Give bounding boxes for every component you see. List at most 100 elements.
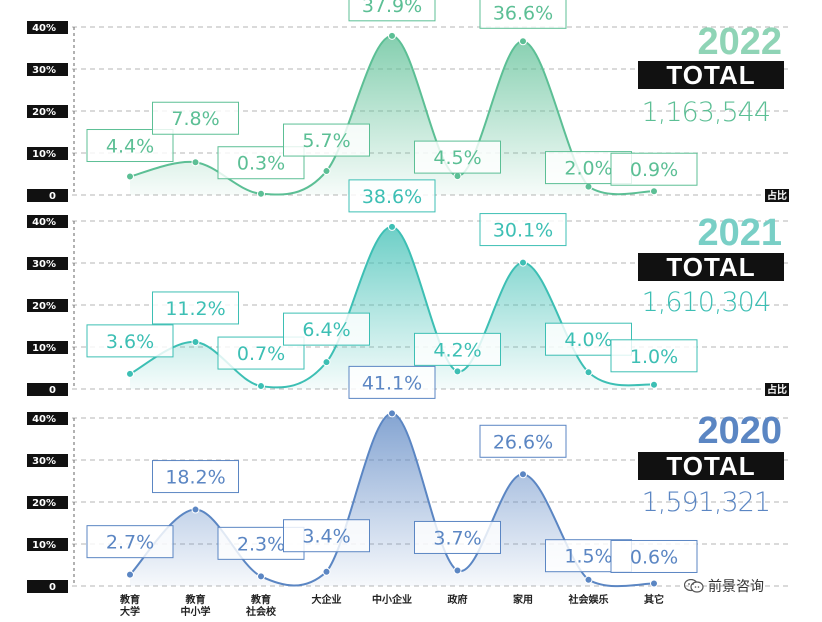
data-point-2022-2 <box>257 189 265 198</box>
y-tick-label: 10% <box>32 149 56 160</box>
data-point-2022-3 <box>322 167 331 176</box>
data-label-2021-6: 30.1% <box>493 220 553 242</box>
axis-tag: 占比 <box>767 189 787 202</box>
data-point-2020-6 <box>519 470 527 479</box>
watermark: 前景咨询 <box>683 576 764 596</box>
year-label-2020: 2020 <box>697 410 782 452</box>
y-tick-label: 0 <box>49 191 56 202</box>
total-label-2020: TOTAL <box>638 452 784 480</box>
total-value-2022: 1,163,544 <box>641 97 771 128</box>
data-label-2022-8: 0.9% <box>630 159 678 181</box>
watermark-text: 前景咨询 <box>708 579 764 595</box>
y-tick-label: 30% <box>32 259 56 270</box>
data-label-2022-3: 5.7% <box>302 130 350 152</box>
data-point-2020-4 <box>388 409 396 418</box>
data-label-2022-4: 37.9% <box>362 0 422 17</box>
tick-label-bg <box>27 189 68 202</box>
data-label-box <box>283 123 370 157</box>
category-label-7: 社会娱乐 <box>568 593 609 606</box>
category-label-4: 中小企业 <box>372 593 412 606</box>
axis-tag-bg <box>765 383 789 396</box>
data-point-2022-6 <box>519 37 527 46</box>
data-label-2021-2: 0.7% <box>237 343 285 365</box>
tick-label-bg <box>27 538 68 551</box>
data-label-box <box>348 179 436 213</box>
data-point-2021-4 <box>388 222 396 231</box>
category-label-6: 家用 <box>513 593 533 606</box>
data-point-2021-7 <box>584 368 593 377</box>
total-value-2021: 1,610,304 <box>641 287 771 318</box>
tick-label-bg <box>27 63 68 76</box>
tick-label-bg <box>27 299 68 312</box>
data-point-2020-0 <box>126 570 134 579</box>
y-tick-label: 40% <box>32 23 56 34</box>
data-label-2020-1: 18.2% <box>165 467 225 489</box>
data-point-2020-8 <box>650 579 658 588</box>
data-label-box <box>86 525 174 559</box>
data-point-2020-2 <box>257 572 265 581</box>
area-fill-2021 <box>130 226 654 389</box>
tick-label-bg <box>27 383 68 396</box>
data-label-box <box>479 424 567 458</box>
data-label-box <box>414 332 501 366</box>
y-tick-label: 20% <box>32 498 56 509</box>
y-tick-label: 40% <box>32 414 56 425</box>
data-label-2021-7: 4.0% <box>564 329 612 351</box>
data-label-box <box>610 152 698 186</box>
data-label-2022-7: 2.0% <box>564 158 612 180</box>
tick-label-bg <box>27 215 68 228</box>
data-label-box <box>152 291 239 325</box>
data-point-2021-2 <box>257 382 265 391</box>
year-label-2022: 2022 <box>697 21 782 63</box>
category-label-1: 中小学 <box>181 605 211 618</box>
data-label-box <box>283 519 370 553</box>
data-label-box <box>610 339 698 373</box>
data-point-2022-5 <box>453 172 462 181</box>
data-label-2021-3: 6.4% <box>302 319 350 341</box>
data-label-box <box>479 213 567 247</box>
data-label-box <box>283 312 370 346</box>
y-tick-label: 20% <box>32 107 56 118</box>
axis-tag-bg <box>765 189 789 202</box>
data-point-2022-7 <box>584 182 593 191</box>
data-point-2022-1 <box>191 158 200 167</box>
data-point-2021-3 <box>322 358 331 367</box>
data-label-box <box>348 365 436 399</box>
category-label-2: 教育 <box>250 593 271 606</box>
data-label-2021-8: 1.0% <box>630 346 678 368</box>
data-label-box <box>152 460 239 494</box>
tick-label-bg <box>27 105 68 118</box>
area-fill-2020 <box>130 413 654 587</box>
data-point-2022-8 <box>650 187 658 196</box>
series-line-2022 <box>129 34 655 196</box>
total-label-2022: TOTAL <box>638 61 784 89</box>
data-point-2021-8 <box>650 380 658 389</box>
data-label-2021-4: 38.6% <box>362 186 422 208</box>
data-label-2020-7: 1.5% <box>564 546 612 568</box>
data-point-2020-7 <box>584 575 593 584</box>
tick-label-bg <box>27 147 68 160</box>
data-label-box <box>610 539 698 573</box>
total-value-2020: 1,591,321 <box>641 487 771 518</box>
data-point-2021-1 <box>191 337 200 346</box>
category-label-3: 大企业 <box>312 593 342 606</box>
data-label-2020-5: 3.7% <box>433 527 481 549</box>
data-point-2022-4 <box>388 31 396 40</box>
data-label-box <box>348 0 436 22</box>
data-label-2021-1: 11.2% <box>165 298 225 320</box>
y-tick-label: 20% <box>32 301 56 312</box>
y-tick-label: 0 <box>49 582 56 593</box>
data-label-2022-2: 0.3% <box>237 153 285 175</box>
year-label-2021: 2021 <box>697 212 782 254</box>
y-tick-label: 0 <box>49 385 56 396</box>
category-label-2: 社会校 <box>245 605 277 618</box>
data-label-2021-0: 3.6% <box>106 331 154 353</box>
data-label-box <box>479 0 567 29</box>
tick-label-bg <box>27 454 68 467</box>
data-label-2022-0: 4.4% <box>106 136 154 158</box>
data-label-2022-5: 4.5% <box>433 147 481 169</box>
data-label-2020-3: 3.4% <box>302 526 350 548</box>
y-tick-label: 30% <box>32 456 56 467</box>
